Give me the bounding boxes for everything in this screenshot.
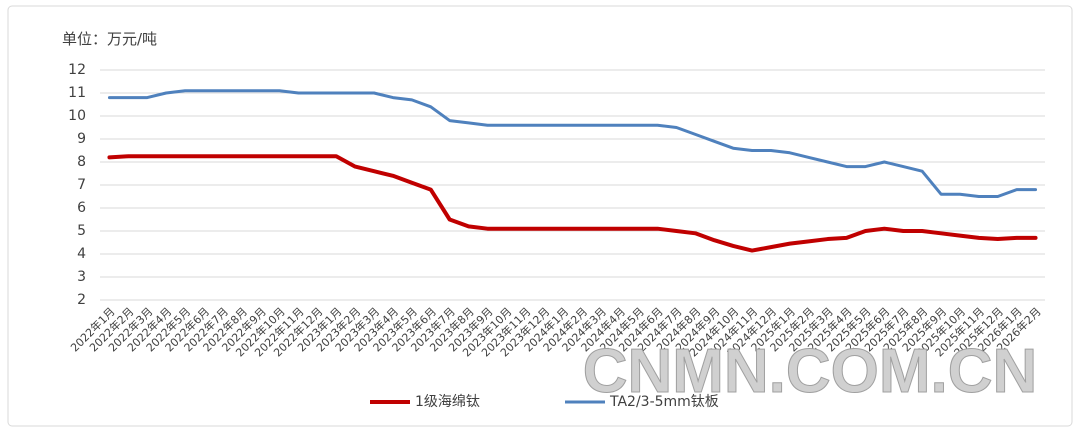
chart-frame [7, 5, 1073, 427]
y-tick-label: 6 [77, 200, 86, 216]
series-line [107, 89, 1038, 198]
legend-label: 1级海绵钛 [415, 393, 480, 410]
y-tick-label: 11 [68, 85, 86, 101]
y-tick-label: 2 [77, 292, 86, 308]
y-tick-label: 7 [77, 177, 86, 193]
legend-label: TA2/3-5mm钛板 [609, 394, 719, 410]
y-tick-label: 3 [77, 269, 86, 285]
y-tick-label: 9 [77, 131, 86, 147]
y-axis-label: 单位：万元/吨 [62, 30, 157, 48]
y-tick-label: 5 [77, 223, 86, 239]
series-line [107, 154, 1038, 253]
y-tick-label: 12 [68, 62, 86, 78]
y-tick-label: 10 [68, 108, 86, 124]
y-tick-label: 8 [77, 154, 86, 170]
watermark: CNMN.COM.CN [583, 337, 1038, 406]
y-tick-label: 4 [77, 246, 86, 262]
